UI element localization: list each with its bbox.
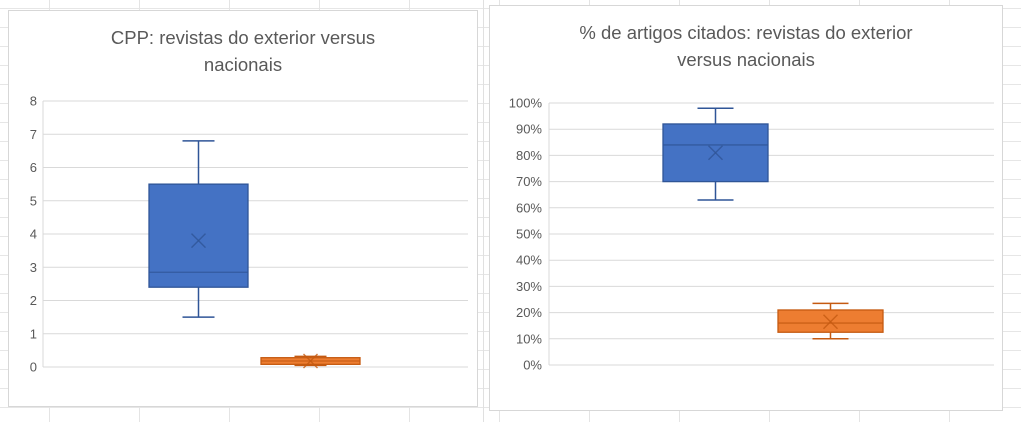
chart-title-line-2: versus nacionais	[677, 49, 815, 70]
y-axis-tick-label: 50%	[516, 227, 542, 242]
y-axis-tick-label: 0%	[523, 358, 542, 373]
chart-title-line-1: % de artigos citados: revistas do exteri…	[579, 22, 913, 43]
box-revistas-do-exterior[interactable]	[148, 183, 249, 288]
chart-cpp-boxplot[interactable]: CPP: revistas do exterior versus naciona…	[8, 10, 478, 407]
y-axis-tick-label: 70%	[516, 174, 542, 189]
mean-marker-icon	[823, 314, 838, 330]
y-axis-tick-label: 8	[30, 94, 37, 109]
y-axis-tick-label: 60%	[516, 200, 542, 215]
chart-title-line-2: nacionais	[203, 54, 283, 75]
mean-marker-icon	[303, 353, 318, 369]
worksheet-gridline	[483, 0, 484, 422]
y-axis-tick-label: 7	[30, 127, 37, 142]
y-axis-tick-label: 20%	[516, 305, 542, 320]
y-axis-tick-label: 3	[30, 260, 37, 275]
y-axis-tick-label: 40%	[516, 253, 542, 268]
mean-marker-icon	[708, 145, 723, 161]
y-axis-tick-label: 5	[30, 193, 37, 208]
chart-title: % de artigos citados: revistas do exteri…	[536, 19, 956, 73]
chart-title: CPP: revistas do exterior versus naciona…	[78, 24, 408, 78]
mean-marker-icon	[191, 233, 206, 249]
y-axis-tick-label: 1	[30, 326, 37, 341]
percent-cited-plot-area: 0% 10% 20% 30% 40% 50% 60% 70% 80% 90% 100%	[509, 96, 994, 373]
y-axis-tick-label: 10%	[516, 331, 542, 346]
y-axis-tick-label: 6	[30, 160, 37, 175]
chart-title-line-1: CPP: revistas do exterior versus	[110, 27, 376, 48]
y-axis-tick-label: 4	[30, 227, 37, 242]
y-axis-tick-label: 90%	[516, 122, 542, 137]
y-axis-tick-label: 30%	[516, 279, 542, 294]
y-axis-tick-label: 100%	[509, 96, 543, 111]
y-axis-tick-label: 80%	[516, 148, 542, 163]
y-axis-tick-label: 2	[30, 293, 37, 308]
cpp-plot-area: 0 1 2 3 4 5 6 7 8	[30, 94, 468, 375]
chart-percent-cited-boxplot[interactable]: % de artigos citados: revistas do exteri…	[489, 5, 1003, 411]
y-axis-tick-label: 0	[30, 360, 37, 375]
